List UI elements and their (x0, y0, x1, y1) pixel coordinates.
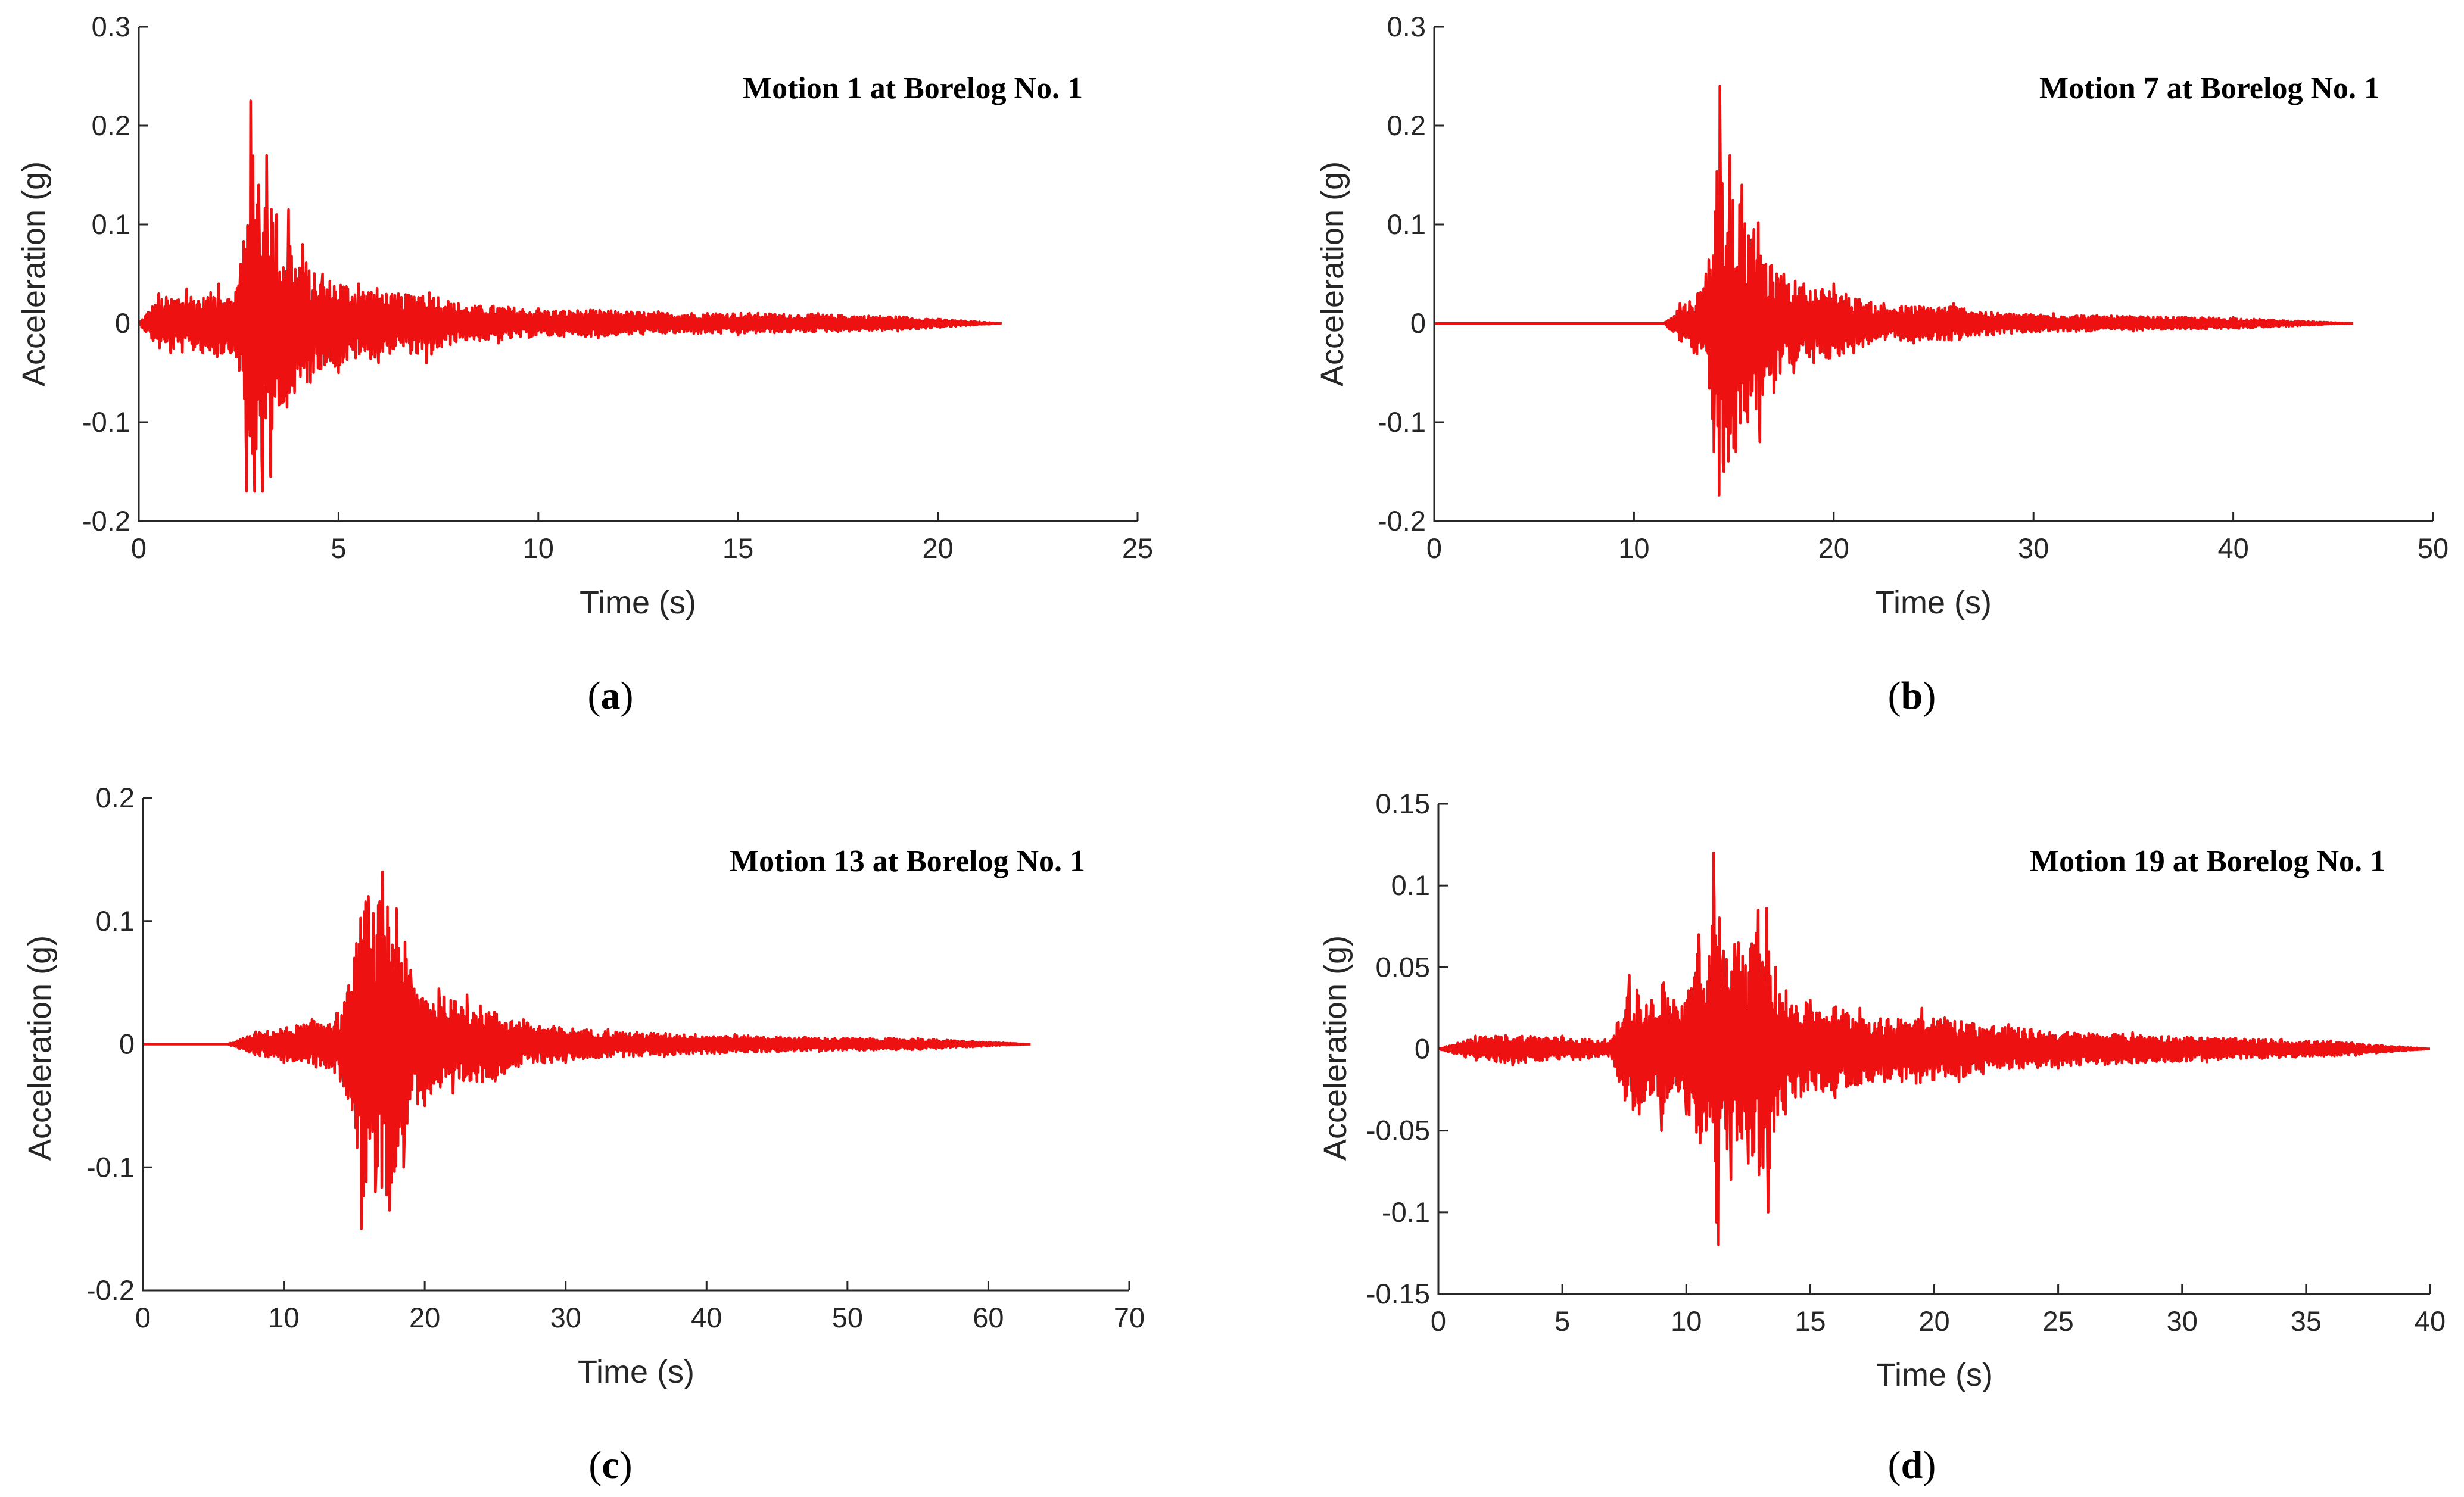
panel-d-xtick-label: 10 (1671, 1305, 1702, 1337)
panel-c-xtick-label: 50 (832, 1302, 863, 1333)
panel-a-xtick-label: 10 (523, 532, 554, 564)
panel-d-xtick-label: 40 (2415, 1305, 2446, 1337)
panel-b-xtick-label: 40 (2217, 532, 2248, 564)
panel-d-xtick-label: 35 (2291, 1305, 2322, 1337)
panel-a-ytick-label: 0.2 (92, 110, 130, 141)
panel-d-ticks: 0 5 10 15 20 25 30 35 40 -0.15 -0.1 -0.05 0 0.05 0.1 0.… (1366, 788, 2446, 1337)
panel-d-caption: (d) (1888, 1443, 1936, 1487)
panel-a-ytick-label: -0.1 (82, 406, 130, 438)
panel-b-caption-letter: b (1901, 674, 1923, 718)
panel-d-ytick-label: 0.1 (1391, 869, 1430, 901)
panel-d-xtick-label: 15 (1795, 1305, 1826, 1337)
panel-c-ylabel: Acceleration (g) (22, 935, 58, 1161)
panel-d-xtick-label: 0 (1431, 1305, 1446, 1337)
panel-b-ylabel: Acceleration (g) (1314, 161, 1350, 386)
panel-c-xtick-label: 30 (550, 1302, 581, 1333)
panel-d-ytick-label: -0.05 (1366, 1115, 1430, 1146)
panel-d-ytick-label: -0.1 (1382, 1196, 1430, 1228)
panel-a-title: Motion 1 at Borelog No. 1 (743, 71, 1083, 105)
panel-a-xtick-label: 5 (331, 532, 346, 564)
panel-d: 0 5 10 15 20 25 30 35 40 -0.15 -0.1 -0.05 0 0.05 0.1 0.… (1317, 788, 2446, 1487)
panel-b-ticks: 0 10 20 30 40 50 -0.2 -0.1 0 0.1 0.2 0.3 (1378, 11, 2449, 564)
panel-d-xtick-label: 30 (2167, 1305, 2198, 1337)
panel-a-signal-trace (139, 99, 1002, 493)
panel-c-ticks: 0 10 20 30 40 50 60 70 -0.2 -0.1 0 0.1 0.2 (86, 782, 1145, 1333)
panel-c-signal-trace (143, 870, 1032, 1230)
panel-a: 0 5 10 15 20 25 -0.2 -0.1 0 0.1 0.2 0.3 Motion 1 at… (16, 11, 1153, 718)
panel-a-ytick-label: 0.1 (92, 208, 130, 240)
panel-d-ytick-label: 0.05 (1376, 951, 1430, 983)
panel-d-xtick-label: 5 (1555, 1305, 1570, 1337)
panel-b-xtick-label: 30 (2018, 532, 2049, 564)
panel-d-xlabel: Time (s) (1876, 1357, 1993, 1393)
panel-c-xlabel: Time (s) (578, 1354, 694, 1390)
panel-d-axes (1437, 804, 2430, 1295)
panel-a-xtick-label: 20 (922, 532, 953, 564)
panel-d-ytick-label: 0 (1415, 1033, 1430, 1065)
panel-c-xtick-label: 70 (1114, 1302, 1145, 1333)
panel-b-ytick-label: 0 (1410, 307, 1426, 339)
panel-b-ytick-label: 0.2 (1387, 110, 1426, 141)
panel-d-ytick-label: -0.15 (1366, 1278, 1430, 1309)
panel-a-ytick-label: 0 (115, 307, 130, 339)
panel-b-xtick-label: 20 (1818, 532, 1849, 564)
panel-c-xtick-label: 0 (135, 1302, 151, 1333)
panel-d-ytick-label: 0.15 (1376, 788, 1430, 819)
panel-a-ticks: 0 5 10 15 20 25 -0.2 -0.1 0 0.1 0.2 0.3 (82, 11, 1153, 564)
panel-b-title: Motion 7 at Borelog No. 1 (2039, 71, 2379, 105)
panel-d-xtick-label: 20 (1918, 1305, 1949, 1337)
panel-a-caption: (a) (588, 674, 634, 718)
panel-a-xtick-label: 25 (1122, 532, 1153, 564)
panel-a-axes (138, 27, 1138, 522)
panel-a-ytick-label: -0.2 (82, 505, 130, 537)
panel-b-ytick-label: -0.1 (1378, 406, 1426, 438)
panel-a-ytick-label: 0.3 (92, 11, 130, 42)
panel-c-caption-letter: c (602, 1443, 619, 1487)
panel-c-ytick-label: -0.2 (86, 1274, 135, 1306)
panel-a-xlabel: Time (s) (580, 585, 696, 620)
panel-c-caption: (c) (588, 1443, 632, 1487)
panel-b-xtick-label: 10 (1618, 532, 1649, 564)
panel-c-ytick-label: -0.1 (86, 1151, 135, 1183)
panel-c-xtick-label: 60 (973, 1302, 1004, 1333)
panel-b-axes (1433, 27, 2433, 522)
panel-b-xlabel: Time (s) (1875, 585, 1992, 620)
panel-c-xtick-label: 40 (691, 1302, 722, 1333)
panel-c-ytick-label: 0.2 (96, 782, 135, 813)
panel-d-xtick-label: 25 (2042, 1305, 2073, 1337)
panel-d-title: Motion 19 at Borelog No. 1 (2030, 844, 2385, 878)
panel-c-xtick-label: 10 (268, 1302, 299, 1333)
panel-b-xtick-label: 50 (2418, 532, 2449, 564)
panel-c-ytick-label: 0.1 (96, 905, 135, 937)
panel-c-axes (142, 798, 1129, 1292)
panel-d-caption-letter: d (1901, 1443, 1923, 1487)
panel-b-ytick-label: -0.2 (1378, 505, 1426, 537)
panel-a-xtick-label: 15 (722, 532, 753, 564)
panel-d-signal-trace (1438, 852, 2430, 1246)
panel-c: 0 10 20 30 40 50 60 70 -0.2 -0.1 0 0.1 0.2 Motion 13… (22, 782, 1145, 1487)
panel-b: 0 10 20 30 40 50 -0.2 -0.1 0 0.1 0.2 0.3 Motion 7 a… (1314, 11, 2449, 718)
panel-d-ylabel: Acceleration (g) (1317, 935, 1353, 1161)
panel-b-ytick-label: 0.3 (1387, 11, 1426, 42)
panel-b-signal-trace (1434, 85, 2354, 497)
panel-b-caption: (b) (1888, 674, 1936, 718)
panel-a-ylabel: Acceleration (g) (16, 161, 52, 386)
panel-c-title: Motion 13 at Borelog No. 1 (730, 844, 1085, 878)
panel-a-caption-letter: a (601, 674, 621, 718)
panel-c-xtick-label: 20 (409, 1302, 440, 1333)
panel-c-ytick-label: 0 (119, 1028, 135, 1060)
panel-b-xtick-label: 0 (1426, 532, 1442, 564)
panel-b-ytick-label: 0.1 (1387, 208, 1426, 240)
panel-a-xtick-label: 0 (131, 532, 147, 564)
